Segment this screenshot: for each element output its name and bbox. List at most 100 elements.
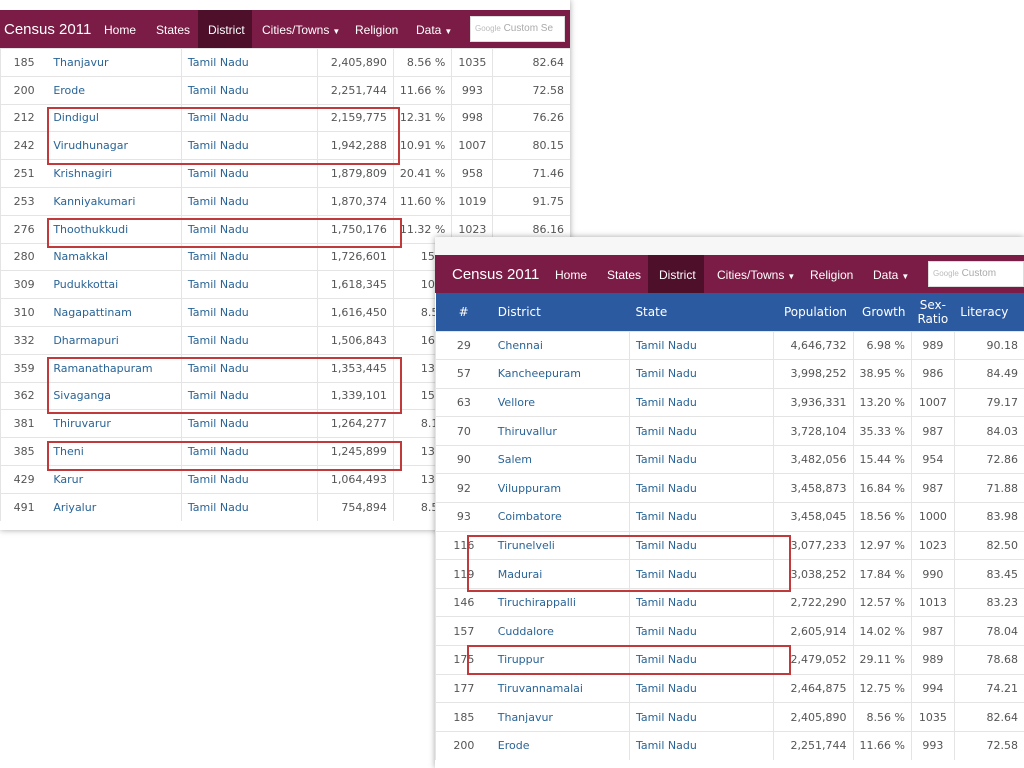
- population-cell: 1,942,288: [317, 131, 394, 160]
- top-navbar: Census 2011 Home States District Cities/…: [0, 10, 570, 48]
- nav-religion[interactable]: Religion: [355, 23, 399, 37]
- population-cell: 2,405,890: [317, 48, 394, 77]
- district-link[interactable]: Kanniyakumari: [47, 186, 182, 216]
- state-link[interactable]: Tamil Nadu: [180, 186, 318, 216]
- district-link[interactable]: Sivaganga: [47, 381, 182, 410]
- district-link[interactable]: Ariyalur: [47, 492, 182, 522]
- state-link[interactable]: Tamil Nadu: [628, 444, 774, 474]
- growth-cell: 12.97 %: [852, 530, 912, 560]
- state-link[interactable]: Tamil Nadu: [180, 48, 318, 77]
- state-link[interactable]: Tamil Nadu: [180, 381, 318, 410]
- district-link[interactable]: Thiruvallur: [491, 416, 630, 446]
- nav-cities-towns[interactable]: Cities/Towns ▼: [262, 23, 341, 37]
- district-link[interactable]: Erode: [47, 75, 182, 105]
- rank-cell: 362: [0, 381, 48, 410]
- district-link[interactable]: Kancheepuram: [491, 359, 630, 389]
- state-link[interactable]: Tamil Nadu: [628, 587, 774, 617]
- state-link[interactable]: Tamil Nadu: [180, 131, 318, 160]
- header-rank[interactable]: #: [435, 293, 492, 331]
- nav-cities-towns[interactable]: Cities/Towns ▼: [717, 268, 796, 282]
- literacy-cell: 83.23: [953, 587, 1024, 617]
- header-district[interactable]: District: [491, 293, 630, 331]
- nav-active-indicator: [198, 10, 252, 48]
- state-link[interactable]: Tamil Nadu: [180, 75, 318, 105]
- rank-cell: 29: [435, 330, 492, 360]
- district-link[interactable]: Erode: [491, 730, 630, 760]
- district-link[interactable]: Tiruvannamalai: [491, 673, 630, 703]
- table-row: 146 Tiruchirappalli Tamil Nadu 2,722,290 12.…: [435, 587, 1024, 617]
- state-link[interactable]: Tamil Nadu: [628, 645, 774, 675]
- brand-logo[interactable]: Census 2011: [4, 21, 92, 38]
- growth-cell: 18.56 %: [852, 502, 912, 532]
- sex-ratio-cell: 1000: [910, 502, 955, 532]
- district-link[interactable]: Tiruchirappalli: [491, 587, 630, 617]
- search-input[interactable]: Google Custom: [928, 261, 1024, 287]
- district-link[interactable]: Nagapattinam: [47, 298, 182, 327]
- header-literacy[interactable]: Literacy: [954, 293, 1024, 331]
- table-row: 175 Tiruppur Tamil Nadu 2,479,052 29.11 % 989…: [435, 645, 1024, 675]
- literacy-cell: 78.04: [953, 616, 1024, 646]
- district-link[interactable]: Virudhunagar: [47, 131, 182, 160]
- district-link[interactable]: Coimbatore: [491, 502, 630, 532]
- district-table-2: # District State Population Growth Sex- …: [435, 293, 1024, 760]
- nav-home[interactable]: Home: [555, 268, 588, 282]
- district-link[interactable]: Cuddalore: [491, 616, 630, 646]
- district-link[interactable]: Madurai: [491, 559, 630, 589]
- population-cell: 1,506,843: [317, 325, 394, 355]
- nav-states[interactable]: States: [607, 268, 642, 282]
- nav-district[interactable]: District: [208, 23, 245, 37]
- district-link[interactable]: Tiruppur: [491, 645, 630, 675]
- census-screenshot-front: Census 2011 Home States District Cities/…: [435, 237, 1024, 768]
- rank-cell: 491: [0, 492, 48, 522]
- district-link[interactable]: Dharmapuri: [47, 325, 182, 355]
- header-growth[interactable]: Growth: [853, 293, 912, 331]
- state-link[interactable]: Tamil Nadu: [628, 359, 774, 389]
- state-link[interactable]: Tamil Nadu: [180, 270, 318, 299]
- search-input[interactable]: Google Custom Se: [470, 16, 565, 42]
- table-row: 185 Thanjavur Tamil Nadu 2,405,890 8.56 % 103…: [435, 702, 1024, 732]
- state-link[interactable]: Tamil Nadu: [628, 502, 774, 532]
- district-link[interactable]: Thiruvarur: [47, 409, 182, 438]
- state-link[interactable]: Tamil Nadu: [180, 409, 318, 438]
- state-link[interactable]: Tamil Nadu: [628, 702, 774, 732]
- literacy-cell: 78.68: [953, 645, 1024, 675]
- literacy-cell: 74.21: [953, 673, 1024, 703]
- table-row: 92 Viluppuram Tamil Nadu 3,458,873 16.84 % 98…: [435, 473, 1024, 503]
- state-link[interactable]: Tamil Nadu: [628, 559, 774, 589]
- district-link[interactable]: Thanjavur: [47, 48, 182, 77]
- brand-logo[interactable]: Census 2011: [452, 266, 540, 283]
- district-link[interactable]: Thanjavur: [491, 702, 630, 732]
- population-cell: 2,479,052: [772, 645, 854, 675]
- district-link[interactable]: Chennai: [491, 330, 630, 360]
- population-cell: 2,605,914: [772, 616, 854, 646]
- literacy-cell: 76.26: [492, 103, 570, 132]
- district-link[interactable]: Viluppuram: [491, 473, 630, 503]
- header-state[interactable]: State: [629, 293, 774, 331]
- browser-address-bar[interactable]: [435, 237, 1024, 257]
- state-link[interactable]: Tamil Nadu: [628, 387, 774, 417]
- population-cell: 1,616,450: [317, 298, 394, 327]
- state-link[interactable]: Tamil Nadu: [628, 416, 774, 446]
- state-link[interactable]: Tamil Nadu: [628, 616, 774, 646]
- district-link[interactable]: Vellore: [491, 387, 630, 417]
- state-link[interactable]: Tamil Nadu: [180, 325, 318, 355]
- state-link[interactable]: Tamil Nadu: [180, 298, 318, 327]
- district-link[interactable]: Pudukkottai: [47, 270, 182, 299]
- state-link[interactable]: Tamil Nadu: [628, 330, 774, 360]
- district-link[interactable]: Salem: [491, 444, 630, 474]
- literacy-cell: 71.88: [953, 473, 1024, 503]
- state-link[interactable]: Tamil Nadu: [628, 673, 774, 703]
- nav-states[interactable]: States: [156, 23, 191, 37]
- state-link[interactable]: Tamil Nadu: [628, 730, 774, 760]
- nav-religion[interactable]: Religion: [810, 268, 854, 282]
- state-link[interactable]: Tamil Nadu: [180, 492, 318, 522]
- state-link[interactable]: Tamil Nadu: [628, 473, 774, 503]
- nav-data[interactable]: Data ▼: [873, 268, 910, 282]
- nav-district[interactable]: District: [659, 268, 696, 282]
- nav-data[interactable]: Data ▼: [416, 23, 453, 37]
- nav-home[interactable]: Home: [104, 23, 137, 37]
- header-sex-ratio[interactable]: Sex- Ratio: [911, 293, 955, 331]
- rank-cell: 310: [0, 298, 48, 327]
- literacy-cell: 72.58: [492, 75, 570, 105]
- header-population[interactable]: Population: [773, 293, 854, 331]
